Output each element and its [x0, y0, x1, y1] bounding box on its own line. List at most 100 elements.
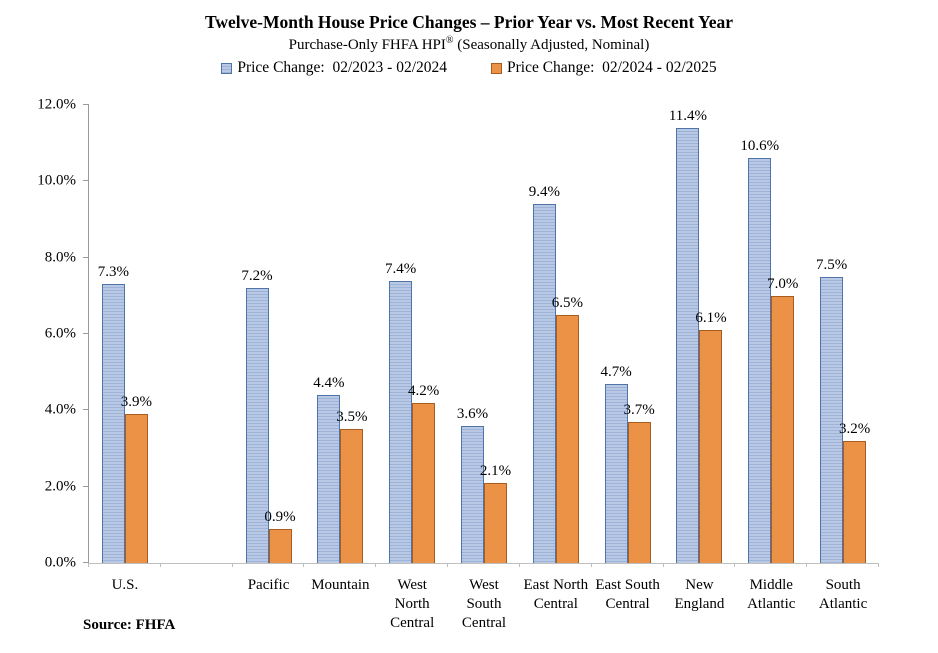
x-axis-category-label: South Atlantic [818, 577, 868, 613]
y-axis-tick-mark [83, 256, 89, 258]
category-slot: 11.4% 6.1% New England [664, 105, 736, 612]
data-label: 7.0% [767, 275, 799, 292]
bar-pair: 7.3% 3.9% [98, 105, 152, 563]
data-label: 9.4% [528, 184, 560, 201]
bar-prior: 11.4% [669, 108, 707, 563]
bar-pair: 11.4% 6.1% [669, 105, 727, 563]
plot-area: 7.3% 3.9% U.S. 7.2% 0.9% Pacific 4.4% 3.5% Mount… [83, 104, 879, 632]
chart-subtitle: Purchase-Only FHFA HPI® (Seasonally Adju… [0, 35, 938, 54]
bar-pair: 7.5% 3.2% [816, 105, 870, 563]
subtitle-text-suffix: (Seasonally Adjusted, Nominal) [453, 37, 650, 53]
y-axis-tick-label: 0.0% [44, 554, 76, 571]
data-label: 7.2% [241, 268, 273, 285]
x-axis-tick-mark [878, 563, 879, 567]
bar-pair: 10.6% 7.0% [740, 105, 798, 563]
y-axis-tick-label: 2.0% [44, 478, 76, 495]
bar-recent: 3.7% [624, 402, 655, 563]
legend-label-recent: Price Change: 02/2024 - 02/2025 [507, 59, 717, 76]
legend-label-prior: Price Change: 02/2023 - 02/2024 [237, 59, 447, 76]
data-label: 2.1% [479, 462, 512, 479]
legend-item-prior: Price Change: 02/2023 - 02/2024 [221, 59, 447, 77]
y-axis-labels: 12.0% 10.0% 8.0% 6.0% 4.0% 2.0% 0.0% [0, 97, 80, 571]
x-axis-tick-mark [303, 563, 305, 567]
data-label: 3.5% [336, 409, 368, 426]
data-label: 6.1% [695, 310, 727, 327]
x-axis-category-label: Pacific [247, 577, 290, 593]
data-label: 7.5% [815, 256, 848, 273]
y-axis-tick-mark [83, 485, 89, 487]
bar-prior: 7.4% [385, 261, 416, 563]
y-axis-tick-label: 10.0% [37, 172, 76, 189]
category-slot: 7.2% 0.9% Pacific [233, 105, 305, 593]
bar-recent: 2.1% [480, 463, 511, 563]
legend-item-recent: Price Change: 02/2024 - 02/2025 [491, 59, 717, 77]
data-label: 3.9% [120, 394, 153, 411]
source-note: Source: FHFA [83, 617, 176, 633]
bar-recent: 3.5% [336, 409, 367, 563]
bar-prior: 9.4% [529, 184, 560, 563]
bar-recent: 7.0% [767, 276, 798, 563]
bar-prior: 4.4% [313, 375, 344, 563]
chart-title: Twelve-Month House Price Changes – Prior… [205, 12, 733, 32]
y-axis-tick-mark [83, 333, 89, 334]
data-label: 4.2% [408, 382, 440, 399]
bar-pair: 4.4% 3.5% [313, 105, 367, 563]
y-axis-tick-mark [83, 104, 89, 105]
category-slot: 10.6% 7.0% Middle Atlantic [735, 105, 807, 612]
bar-prior: 7.3% [98, 264, 129, 563]
x-axis-category-label: U.S. [111, 577, 139, 593]
data-label: 3.6% [456, 405, 489, 422]
registered-trademark-symbol: ® [445, 35, 454, 46]
category-slot-empty [161, 105, 233, 563]
x-axis-category-label: Mountain [311, 577, 370, 593]
x-axis-category-label: Middle Atlantic [747, 577, 796, 613]
data-label: 4.4% [313, 375, 345, 392]
bar-pair: 9.4% 6.5% [529, 105, 583, 563]
data-label: 3.7% [623, 401, 655, 418]
x-axis-tick-mark [88, 563, 89, 567]
bar-pair: 4.7% 3.7% [601, 105, 655, 563]
y-axis-tick-label: 8.0% [44, 249, 76, 266]
subtitle-text: Purchase-Only FHFA HPI [288, 37, 446, 53]
y-axis-tick-mark [83, 180, 89, 182]
category-slot: 7.5% 3.2% South Atlantic [807, 105, 879, 612]
x-axis-category-label: East North Central [523, 577, 589, 613]
legend-swatch-prior-icon [221, 62, 233, 74]
x-axis-category-label: West North Central [390, 577, 435, 632]
y-axis-tick-label: 6.0% [44, 325, 76, 342]
y-axis-tick-mark [83, 562, 89, 563]
data-label: 3.2% [838, 420, 871, 437]
data-label: 4.7% [600, 363, 632, 380]
x-axis-tick-mark [662, 563, 664, 567]
bar-prior: 7.5% [816, 257, 847, 563]
category-slot: 7.4% 4.2% West North Central [376, 105, 448, 632]
bar-prior: 10.6% [740, 138, 779, 563]
x-axis-tick-mark [375, 563, 377, 567]
legend: Price Change: 02/2023 - 02/2024 Price Ch… [0, 59, 938, 77]
x-axis-tick-mark [518, 563, 520, 567]
y-axis-tick-label: 12.0% [37, 96, 76, 113]
x-axis-tick-mark [590, 563, 592, 567]
data-label: 11.4% [668, 107, 708, 124]
bar-recent: 4.2% [408, 383, 439, 563]
category-slot: 7.3% 3.9% U.S. [89, 105, 161, 593]
category-slot: 4.4% 3.5% Mountain [304, 105, 376, 593]
x-axis-category-label: East South Central [595, 577, 660, 613]
legend-swatch-recent-icon [491, 62, 502, 74]
data-label: 7.4% [385, 260, 417, 277]
bar-recent: 6.5% [552, 295, 583, 563]
x-axis-category-label: West South Central [461, 577, 507, 632]
bar-recent: 3.9% [121, 394, 152, 563]
x-axis-tick-mark [734, 563, 736, 567]
bar-recent: 6.1% [695, 310, 727, 563]
x-axis-tick-mark [806, 563, 808, 567]
data-label: 0.9% [264, 508, 296, 525]
x-axis-tick-mark [447, 563, 449, 567]
x-axis-tick-mark [159, 563, 161, 567]
x-axis-tick-mark [231, 563, 233, 567]
category-slot: 3.6% 2.1% West South Central [448, 105, 520, 631]
bar-prior: 7.2% [241, 268, 273, 563]
data-label: 10.6% [740, 138, 780, 155]
y-axis-tick-mark [83, 409, 89, 411]
